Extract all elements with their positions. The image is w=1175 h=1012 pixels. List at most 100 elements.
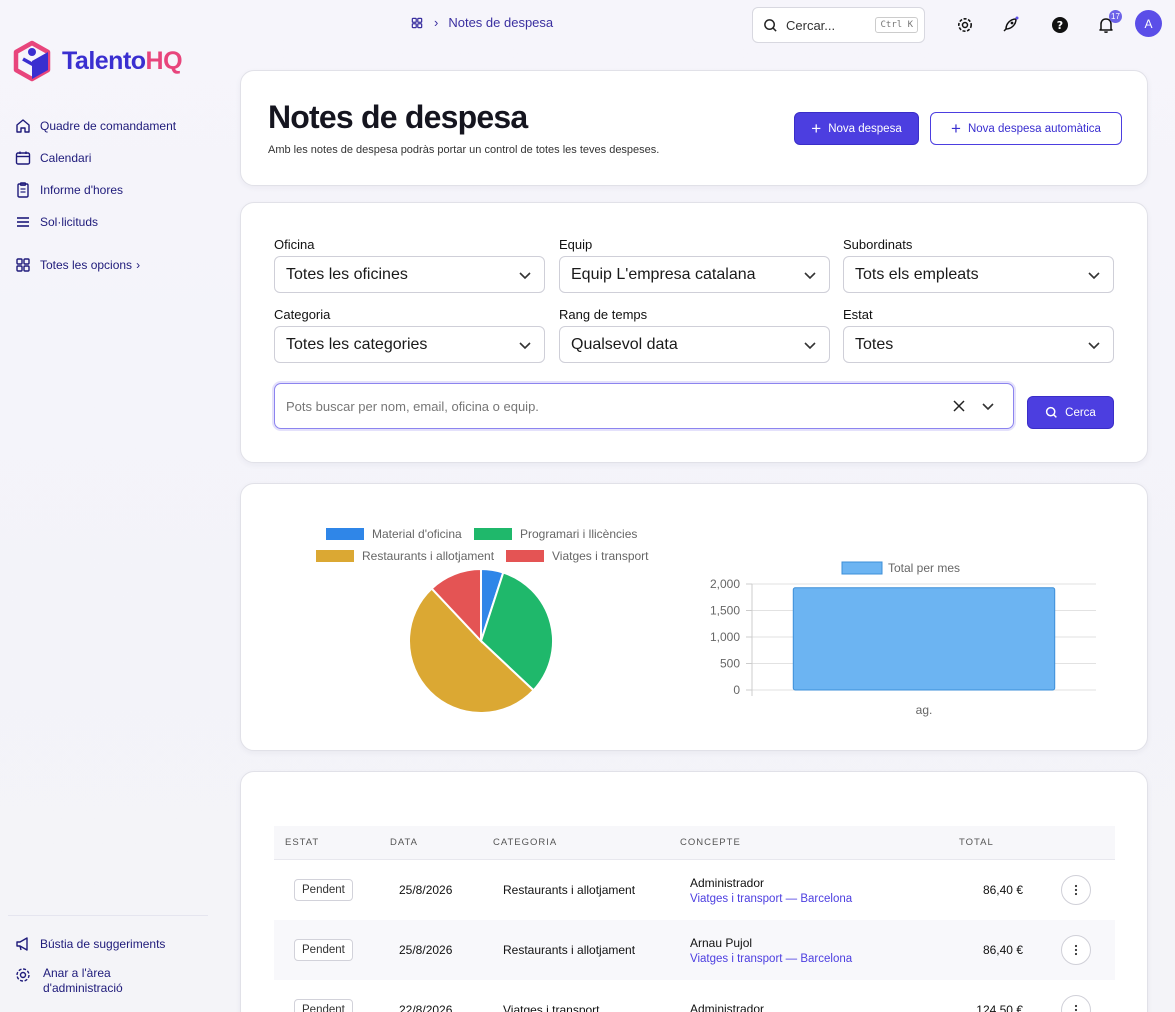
legend-swatch: [326, 528, 364, 540]
column-header[interactable]: TOTAL: [959, 837, 994, 848]
logo[interactable]: TalentoHQ: [12, 40, 183, 82]
bell-icon: [1099, 18, 1113, 33]
breadcrumb-current[interactable]: Notes de despesa: [448, 15, 554, 30]
pie-slice[interactable]: [408, 587, 535, 714]
pie-legend-item[interactable]: Material d'oficina: [326, 527, 462, 541]
column-header[interactable]: CATEGORIA: [493, 837, 558, 848]
chevron-down-icon: [1088, 341, 1100, 349]
subordinates-label: Subordinats: [843, 237, 913, 252]
sidebar-item-calendar[interactable]: Calendari: [14, 142, 176, 174]
sidebar-item-requests[interactable]: Sol·licituds: [14, 206, 176, 238]
pie-legend-item[interactable]: Restaurants i allotjament: [316, 549, 494, 563]
topbar: › Notes de despesa Cercar... Ctrl K ? 17…: [215, 0, 1175, 50]
pie-legend-item[interactable]: Programari i llicències: [474, 527, 637, 541]
sidebar-item-admin-area[interactable]: Anar a l'àrea d'administració: [8, 966, 208, 996]
row-actions-button[interactable]: [1061, 935, 1091, 965]
row-concept-detail[interactable]: Viatges i transport — Barcelona: [690, 952, 853, 965]
y-tick-label: 1,000: [710, 630, 740, 644]
row-concept-detail[interactable]: Viatges i transport — Barcelona: [690, 892, 853, 905]
svg-text:?: ?: [1057, 19, 1063, 32]
page-title: Notes de despesa: [268, 99, 528, 135]
office-label: Oficina: [274, 237, 315, 252]
breadcrumb: › Notes de despesa: [410, 15, 553, 30]
employee-search-input[interactable]: Pots buscar per nom, email, oficina o eq…: [274, 383, 1014, 429]
sidebar-item-label: Calendari: [40, 151, 92, 165]
row-concept: Administrador: [690, 1002, 764, 1012]
y-tick-label: 2,000: [710, 577, 740, 591]
table-header: ESTAT DATA CATEGORIA CONCEPTE TOTAL: [274, 826, 1115, 860]
avatar[interactable]: A: [1135, 10, 1162, 37]
search-placeholder: Pots buscar per nom, email, oficina o eq…: [286, 398, 539, 414]
chevron-down-icon[interactable]: [981, 399, 995, 413]
pie-legend-item[interactable]: Viatges i transport: [506, 549, 649, 563]
logo-icon: [13, 40, 51, 82]
legend-swatch: [506, 550, 544, 562]
team-label: Equip: [559, 237, 593, 252]
new-auto-expense-button[interactable]: + Nova despesa automàtica: [930, 112, 1122, 145]
row-category: Restaurants i allotjament: [503, 883, 636, 897]
charts-card: Material d'oficina Programari i llicènci…: [240, 483, 1148, 751]
clipboard-icon: [17, 182, 29, 198]
notifications-button[interactable]: 17: [1094, 10, 1122, 37]
help-button[interactable]: ?: [1048, 13, 1072, 37]
expenses-table-card: ESTAT DATA CATEGORIA CONCEPTE TOTAL Pend…: [240, 771, 1148, 1012]
x-tick-label: ag.: [916, 703, 933, 717]
sidebar-item-hours-report[interactable]: Informe d'hores: [14, 174, 176, 206]
column-header[interactable]: CONCEPTE: [680, 837, 741, 848]
sidebar-item-label: Sol·licituds: [40, 215, 99, 229]
office-select[interactable]: Totes les oficines: [274, 256, 545, 293]
category-label: Categoria: [274, 307, 331, 322]
pie-slice[interactable]: [430, 567, 482, 644]
status-badge: Pendent: [294, 879, 353, 901]
sidebar: TalentoHQ Quadre de comandament Calendar…: [0, 0, 215, 1012]
sidebar-item-dashboard[interactable]: Quadre de comandament: [14, 110, 176, 142]
page-subtitle: Amb les notes de despesa podràs portar u…: [268, 144, 660, 156]
new-expense-button[interactable]: + Nova despesa: [794, 112, 919, 145]
bar-legend-item[interactable]: Total per mes: [841, 561, 960, 575]
table-row[interactable]: Pendent 25/8/2026 Restaurants i allotjam…: [274, 920, 1115, 980]
admin-link-text: Anar a l'àrea d'administració: [43, 966, 123, 995]
row-concept: Arnau Pujol Viatges i transport — Barcel…: [690, 936, 852, 965]
row-actions-button[interactable]: [1061, 995, 1091, 1012]
legend-swatch: [316, 550, 354, 562]
row-actions-button[interactable]: [1061, 875, 1091, 905]
sidebar-item-suggestions[interactable]: Bústia de suggeriments: [8, 928, 208, 960]
chevron-right-icon: ›: [136, 258, 141, 272]
status-select[interactable]: Totes: [843, 326, 1114, 363]
table-row[interactable]: Pendent 25/8/2026 Restaurants i allotjam…: [274, 860, 1115, 920]
chevron-down-icon: [1088, 271, 1100, 279]
filters-card: Oficina Totes les oficines Equip Equip L…: [240, 202, 1148, 463]
category-select[interactable]: Totes les categories: [274, 326, 545, 363]
time-range-label: Rang de temps: [559, 307, 648, 322]
subordinates-select[interactable]: Tots els empleats: [843, 256, 1114, 293]
global-search[interactable]: Cercar... Ctrl K: [752, 7, 925, 43]
settings-button[interactable]: [953, 13, 977, 37]
home-icon: [16, 119, 30, 133]
row-total: 86,40 €: [982, 883, 1023, 897]
column-header[interactable]: ESTAT: [285, 837, 320, 848]
pie-slice[interactable]: [479, 571, 554, 692]
row-date: 25/8/2026: [399, 943, 453, 957]
clear-icon[interactable]: [953, 400, 965, 412]
table-row[interactable]: Pendent 22/8/2026 Viatges i transport Ad…: [274, 980, 1115, 1012]
calendar-icon: [15, 151, 31, 165]
column-header[interactable]: DATA: [390, 837, 418, 848]
sidebar-item-all-options[interactable]: Totes les opcions ›: [14, 249, 176, 281]
time-range-select[interactable]: Qualsevol data: [559, 326, 830, 363]
megaphone-icon: [16, 937, 28, 951]
rocket-icon: [1003, 16, 1019, 32]
grid-icon[interactable]: [410, 16, 424, 30]
row-concept: Administrador Viatges i transport — Barc…: [690, 876, 852, 905]
bar[interactable]: [792, 587, 1056, 691]
sidebar-item-label: Bústia de suggeriments: [40, 937, 166, 951]
status-label: Estat: [843, 307, 873, 322]
launch-button[interactable]: [998, 13, 1022, 37]
row-user: Administrador: [690, 875, 765, 890]
gear-icon: [16, 968, 30, 982]
notification-count-badge: 17: [1109, 10, 1122, 23]
team-select[interactable]: Equip L'empresa catalana: [559, 256, 830, 293]
search-button[interactable]: Cerca: [1027, 396, 1114, 429]
chevron-down-icon: [519, 271, 531, 279]
legend-swatch: [841, 561, 883, 575]
logo-text: TalentoHQ: [62, 46, 183, 75]
